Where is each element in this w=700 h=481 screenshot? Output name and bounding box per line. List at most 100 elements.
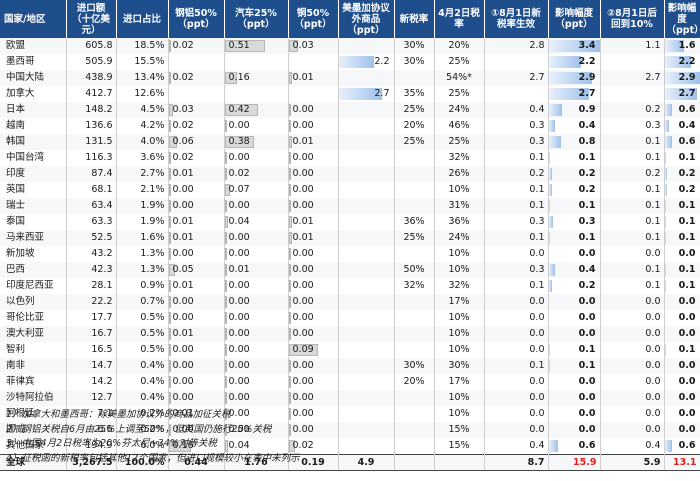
aug1-new-cell: 0.0 (484, 374, 549, 390)
steel-cell: 0.05 (168, 262, 225, 278)
copper-cell: 0.00 (288, 294, 339, 310)
impact1-cell: 2.2 (548, 54, 601, 70)
impact1-cell: 0.1 (548, 230, 601, 246)
steel-cell: 0.01 (168, 406, 225, 422)
imports-cell: 16.7 (66, 326, 117, 342)
impact1-cell: 0.0 (548, 422, 601, 438)
header-aug1-back: ②8月1日后回到10% (600, 0, 665, 38)
auto-cell-value: 0.51 (228, 40, 250, 51)
copper-cell-bar (288, 376, 291, 388)
copper-cell-value: 0.00 (292, 280, 314, 291)
table-row: 菲律宾 14.2 0.4% 0.00 0.00 0.00 20% 17% 0.0 0.0 0.0 0.… (0, 374, 700, 390)
steel-cell-value: 0.00 (172, 200, 194, 211)
total-impact2-cell: 13.1 (664, 454, 700, 471)
auto-cell-bar (224, 408, 227, 420)
steel-cell: 0.00 (168, 390, 225, 406)
share-cell: 13.4% (116, 70, 169, 86)
usmca-cell (338, 134, 395, 150)
steel-cell-bar (168, 424, 171, 436)
table-row: 日本 148.2 4.5% 0.03 0.42 0.00 25% 24% 0.4 0.9 0.2 0.… (0, 102, 700, 118)
steel-cell-value: 0.00 (172, 376, 194, 387)
country-cell: 加拿大 (0, 86, 67, 102)
share-cell: 1.3% (116, 246, 169, 262)
country-cell: 泰国 (0, 214, 67, 230)
impact2-cell: 2.7 (664, 86, 700, 102)
impact2-cell-bar (664, 168, 667, 180)
auto-cell-bar (224, 168, 227, 180)
copper-cell-bar (288, 216, 292, 228)
impact2-cell-value: 0.2 (678, 184, 696, 195)
steel-cell (168, 86, 225, 102)
impact1-cell-bar (548, 216, 553, 228)
auto-cell-value: 0.00 (228, 200, 250, 211)
table-row: 澳大利亚 16.7 0.5% 0.01 0.00 0.00 10% 0.0 0.0 0.0 0.0 (0, 326, 700, 342)
aug1-back-cell: 0.0 (600, 390, 665, 406)
share-cell: 6.0% (116, 438, 169, 455)
impact2-cell-value: 0.0 (678, 296, 696, 307)
auto-cell: 0.00 (224, 150, 289, 166)
impact2-cell: 0.0 (664, 294, 700, 310)
table-row: 沙特阿拉伯 12.7 0.4% 0.00 0.00 0.00 10% 0.0 0.0 0.0 0.0 (0, 390, 700, 406)
copper-cell-bar (288, 296, 291, 308)
auto-cell-value: 0.00 (228, 408, 250, 419)
aug1-back-cell (600, 86, 665, 102)
auto-cell-bar (224, 296, 227, 308)
new-rate-cell (394, 246, 435, 262)
impact1-cell-value: 0.6 (578, 440, 596, 451)
impact1-cell-bar (548, 136, 561, 148)
header-copper: 铜50%（ppt） (288, 0, 339, 38)
apr2-rate-cell: 10% (434, 342, 485, 358)
header-apr2: 4月2日税率 (434, 0, 485, 38)
aug1-back-cell: 0.0 (600, 422, 665, 438)
new-rate-cell: 30% (394, 54, 435, 70)
country-cell: 菲律宾 (0, 374, 67, 390)
impact1-cell-value: 0.4 (578, 264, 596, 275)
impact1-cell: 0.4 (548, 262, 601, 278)
imports-cell: 7.1 (66, 406, 117, 422)
steel-cell-value: 0.00 (172, 344, 194, 355)
imports-cell: 28.1 (66, 278, 117, 294)
aug1-back-cell: 0.1 (600, 198, 665, 214)
total-share-cell: 100.0% (116, 454, 169, 471)
table-row: 泰国 63.3 1.9% 0.01 0.04 0.01 36% 36% 0.3 0.3 0.1 0.1 (0, 214, 700, 230)
auto-cell (224, 54, 289, 70)
impact1-cell-bar (548, 88, 589, 100)
footnotes: 1）加拿大和墨西哥：除美墨加协议外的商品加征关税 2）钢铝关税自6月由25%上调… (6, 408, 300, 466)
share-cell: 0.5% (116, 326, 169, 342)
copper-cell-value: 0.00 (292, 168, 314, 179)
auto-cell (224, 86, 289, 102)
table-row: 韩国 131.5 4.0% 0.06 0.38 0.01 25% 25% 0.3 0.8 0.1 0.… (0, 134, 700, 150)
steel-cell-value: 0.00 (172, 360, 194, 371)
new-rate-cell (394, 310, 435, 326)
copper-cell: 0.03 (288, 38, 339, 54)
new-rate-cell: 50% (394, 262, 435, 278)
share-cell: 4.2% (116, 118, 169, 134)
imports-cell: 131.5 (66, 134, 117, 150)
copper-cell: 0.00 (288, 150, 339, 166)
impact1-cell: 0.3 (548, 214, 601, 230)
copper-cell: 0.00 (288, 278, 339, 294)
auto-cell: 0.00 (224, 294, 289, 310)
copper-cell-value: 0.09 (292, 344, 314, 355)
impact2-cell: 0.1 (664, 150, 700, 166)
impact2-cell-value: 0.1 (678, 216, 696, 227)
share-cell: 4.0% (116, 134, 169, 150)
footnote-3: 3）中国4月2日税率为20%芬太尼+34%对等关税 (6, 438, 217, 449)
impact2-cell-value: 0.0 (678, 360, 696, 371)
copper-cell (288, 54, 339, 70)
copper-cell-bar (288, 184, 291, 196)
copper-cell: 0.00 (288, 262, 339, 278)
copper-cell-value: 0.00 (292, 264, 314, 275)
auto-cell-value: 0.01 (228, 264, 250, 275)
copper-cell-value: 0.01 (292, 136, 314, 147)
header-impact2: 影响幅度（ppt） (664, 0, 700, 38)
table-row: 中国台湾 116.3 3.6% 0.02 0.00 0.00 32% 0.1 0.1 0.1 0.1 (0, 150, 700, 166)
new-rate-cell (394, 166, 435, 182)
impact1-cell: 0.9 (548, 102, 601, 118)
auto-cell-bar (224, 280, 227, 292)
copper-cell-value: 0.00 (292, 312, 314, 323)
table-row: 巴西 42.3 1.3% 0.05 0.01 0.00 50% 10% 0.3 0.4 0.1 0.1 (0, 262, 700, 278)
impact1-cell-value: 0.0 (578, 328, 596, 339)
usmca-cell: 2.2 (338, 54, 395, 70)
imports-cell: 22.2 (66, 294, 117, 310)
